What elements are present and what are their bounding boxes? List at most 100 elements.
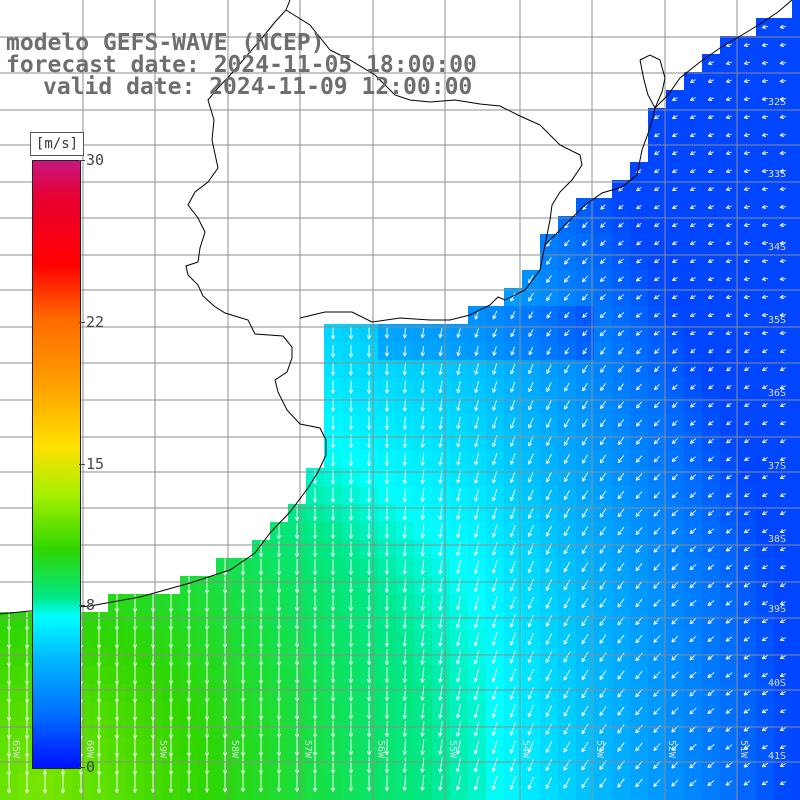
wind-arrow — [491, 758, 498, 773]
wind-arrow — [761, 564, 768, 570]
wind-arrow — [348, 631, 354, 648]
wind-arrow — [726, 438, 732, 444]
wind-arrow — [761, 60, 768, 66]
wind-arrow — [420, 398, 425, 412]
wind-arrow — [581, 669, 589, 681]
wind-arrow — [725, 294, 732, 299]
wind-arrow — [689, 581, 697, 589]
wind-arrow — [654, 258, 660, 264]
wind-arrow — [582, 418, 588, 428]
wind-arrow — [312, 774, 318, 792]
latitude-label: 37S — [768, 461, 786, 472]
wind-arrow — [744, 420, 750, 426]
wind-arrow — [330, 577, 336, 594]
wind-arrow — [348, 416, 354, 431]
wind-arrow — [366, 631, 372, 648]
wind-arrow — [546, 293, 552, 302]
wind-arrow — [671, 491, 679, 499]
wind-arrow — [707, 528, 715, 534]
wind-arrow — [240, 630, 246, 648]
wind-arrow — [402, 327, 408, 339]
wind-arrow — [312, 756, 318, 774]
wind-arrow — [617, 778, 625, 788]
wind-arrow — [671, 779, 679, 787]
wind-arrow — [545, 669, 553, 681]
wind-arrow — [743, 168, 751, 174]
wind-speed-cell — [630, 792, 649, 800]
wind-arrow — [384, 487, 390, 503]
wind-arrow — [312, 738, 318, 756]
wind-arrow — [509, 758, 516, 772]
wind-arrow — [312, 720, 318, 738]
wind-arrow — [420, 685, 425, 701]
wind-arrow — [653, 599, 661, 607]
wind-arrow — [744, 402, 750, 408]
wind-arrow — [635, 742, 643, 752]
wind-arrow — [348, 541, 354, 557]
wind-arrow — [779, 204, 787, 210]
wind-arrow — [761, 294, 768, 300]
wind-speed-cell — [792, 486, 800, 505]
wind-arrow — [617, 508, 625, 518]
wind-arrow — [546, 329, 552, 337]
wind-arrow — [438, 452, 443, 466]
wind-arrow — [204, 719, 210, 739]
wind-speed-cell — [792, 792, 800, 800]
wind-arrow — [168, 665, 174, 685]
wind-arrow — [653, 455, 661, 463]
wind-arrow — [491, 578, 498, 592]
wind-arrow — [348, 487, 354, 503]
wind-arrow — [258, 648, 264, 666]
wind-arrow — [743, 600, 751, 606]
wind-arrow — [509, 471, 516, 484]
wind-arrow — [582, 312, 588, 318]
wind-arrow — [743, 240, 751, 246]
wind-arrow — [384, 362, 390, 376]
wind-arrow — [204, 737, 210, 757]
wind-arrow — [546, 382, 552, 392]
wind-arrow — [743, 780, 751, 786]
wind-speed-cell — [792, 180, 800, 199]
wind-arrow — [635, 419, 643, 427]
wind-arrow — [672, 366, 678, 372]
wind-speed-cell — [216, 792, 235, 800]
wind-arrow — [671, 635, 679, 643]
wind-arrow — [348, 774, 354, 792]
wind-speed-cell — [792, 306, 800, 325]
wind-arrow — [707, 258, 714, 263]
wind-arrow — [635, 563, 643, 572]
wind-arrow — [473, 739, 480, 755]
wind-arrow — [491, 650, 498, 664]
wind-speed-cell — [666, 792, 685, 800]
wind-arrow — [6, 611, 12, 631]
wind-arrow — [330, 559, 336, 576]
wind-arrow — [708, 402, 714, 408]
wind-arrow — [510, 417, 516, 429]
wind-arrow — [492, 310, 498, 320]
wind-arrow — [653, 761, 661, 770]
wind-arrow — [761, 780, 769, 786]
wind-arrow — [509, 560, 516, 574]
wind-arrow — [348, 684, 354, 702]
wind-arrow — [348, 380, 354, 394]
wind-arrow — [455, 721, 462, 737]
wind-arrow — [671, 761, 679, 769]
wind-arrow — [168, 594, 174, 613]
wind-arrow — [743, 276, 751, 282]
wind-arrow — [617, 294, 624, 300]
wind-arrow — [510, 453, 516, 465]
wind-arrow — [581, 490, 589, 500]
wind-arrow — [671, 420, 678, 427]
wind-arrow — [672, 258, 678, 263]
wind-arrow — [384, 559, 390, 575]
wind-arrow — [635, 545, 643, 554]
wind-arrow — [635, 294, 642, 300]
wind-arrow — [654, 240, 660, 246]
wind-arrow — [438, 739, 443, 755]
wind-arrow — [348, 523, 354, 539]
wind-arrow — [330, 595, 336, 612]
wind-speed-cell — [522, 792, 541, 800]
wind-arrow — [689, 474, 697, 480]
wind-arrow — [366, 577, 372, 593]
